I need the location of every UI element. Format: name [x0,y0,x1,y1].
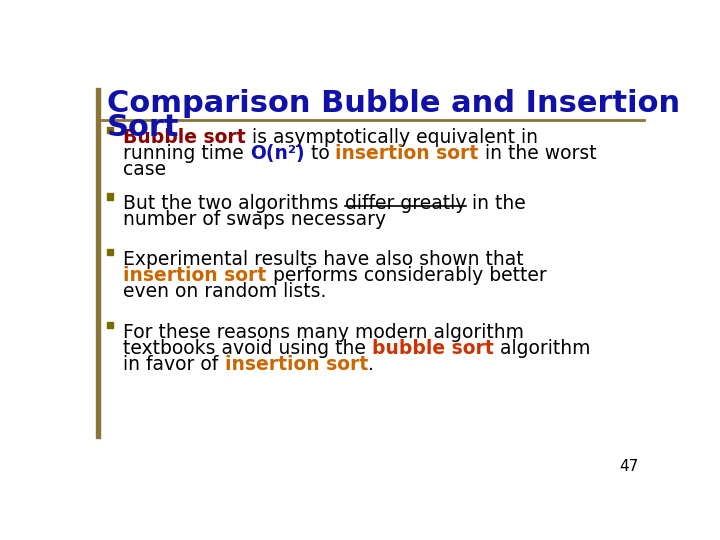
Text: in favor of: in favor of [123,355,225,374]
Bar [107,193,113,200]
Bar [96,88,100,438]
Text: .: . [368,355,374,374]
Text: running time: running time [123,144,250,163]
Text: differ greatly: differ greatly [345,194,467,213]
Text: insertion sort: insertion sort [123,266,266,285]
Bar [107,322,113,328]
Text: number of swaps necessary: number of swaps necessary [123,211,387,229]
Text: But the two algorithms: But the two algorithms [123,194,345,213]
Text: case: case [123,160,166,179]
Text: O(n²): O(n²) [250,144,305,163]
Text: Bubble sort: Bubble sort [123,128,246,147]
Text: in the: in the [467,194,526,213]
Text: Sort: Sort [107,112,179,141]
Text: to: to [305,144,336,163]
Text: performs considerably better: performs considerably better [266,266,546,285]
Text: 47: 47 [619,460,639,475]
Text: Experimental results have also shown that: Experimental results have also shown tha… [123,249,524,268]
Text: textbooks avoid using the: textbooks avoid using the [123,339,372,358]
Text: insertion sort: insertion sort [225,355,368,374]
Text: even on random lists.: even on random lists. [123,282,327,301]
Text: For these reasons many modern algorithm: For these reasons many modern algorithm [123,323,524,342]
Text: Comparison Bubble and Insertion: Comparison Bubble and Insertion [107,90,680,118]
Text: in the worst: in the worst [479,144,596,163]
Bar [107,127,113,133]
Text: bubble sort: bubble sort [372,339,494,358]
Text: insertion sort: insertion sort [336,144,479,163]
Text: is asymptotically equivalent in: is asymptotically equivalent in [246,128,538,147]
Text: algorithm: algorithm [494,339,590,358]
Bar [107,249,113,255]
